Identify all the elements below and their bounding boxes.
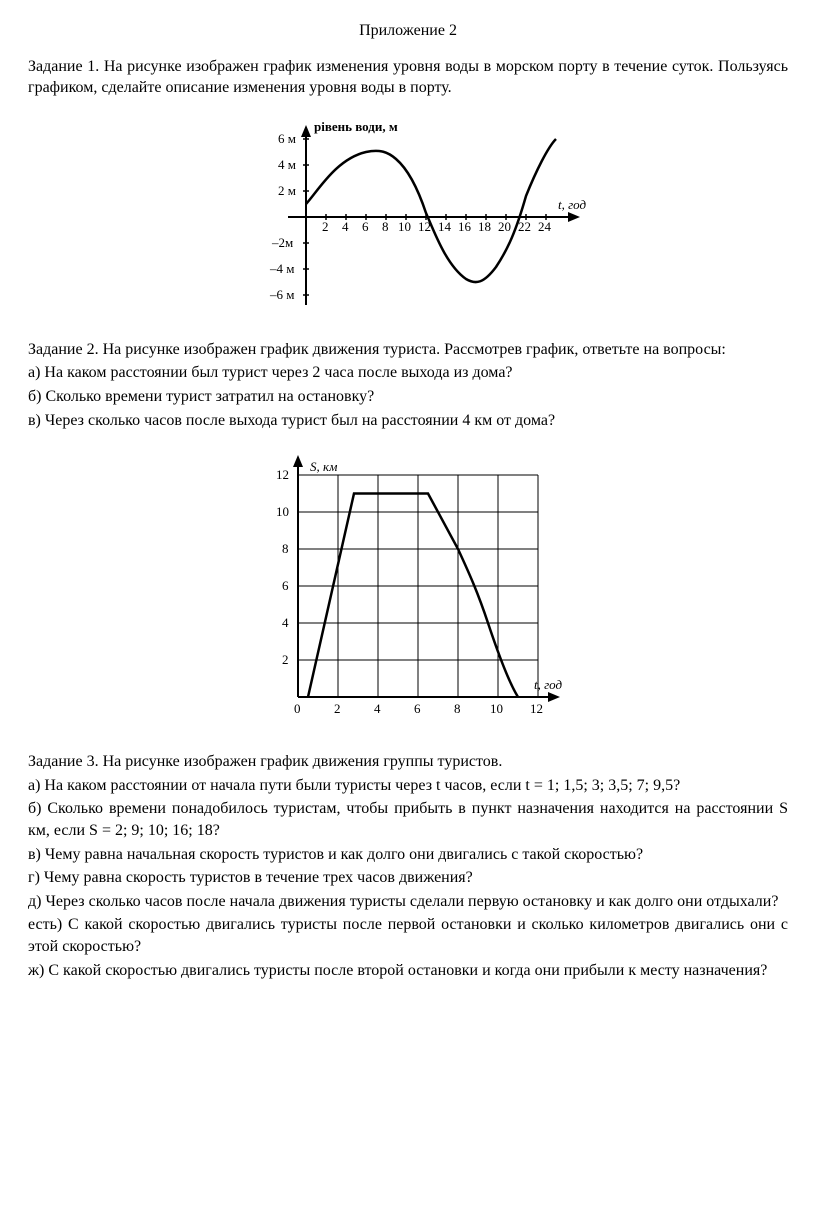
chart1: 2 4 6 8 10 12 14 16 18 20 22 24 2 м 4 м … xyxy=(228,117,588,317)
svg-text:24: 24 xyxy=(538,219,552,234)
chart2-container: 0 2 4 6 8 10 12 2 4 6 8 10 12 S, км t, г… xyxy=(28,449,788,729)
svg-text:10: 10 xyxy=(490,701,503,716)
task2-v: в) Через сколько часов после выхода тури… xyxy=(28,410,788,432)
svg-text:6 м: 6 м xyxy=(278,131,296,146)
task1-text: Задание 1. На рисунке изображен график и… xyxy=(28,56,788,99)
task2-intro: Задание 2. На рисунке изображен график д… xyxy=(28,339,788,361)
svg-text:0: 0 xyxy=(294,701,301,716)
svg-text:8: 8 xyxy=(454,701,461,716)
svg-text:2 м: 2 м xyxy=(278,183,296,198)
chart2-xlabel: t, год xyxy=(534,677,563,692)
svg-text:–2м: –2м xyxy=(271,235,293,250)
task3-v: в) Чему равна начальная скорость туристо… xyxy=(28,844,788,866)
task2-a: а) На каком расстоянии был турист через … xyxy=(28,362,788,384)
svg-text:4 м: 4 м xyxy=(278,157,296,172)
chart1-curve xyxy=(306,139,556,282)
page-title: Приложение 2 xyxy=(28,20,788,42)
svg-text:18: 18 xyxy=(478,219,491,234)
chart2-ylabel: S, км xyxy=(310,459,337,474)
svg-text:8: 8 xyxy=(282,541,289,556)
svg-text:16: 16 xyxy=(458,219,472,234)
svg-text:2: 2 xyxy=(334,701,341,716)
svg-text:8: 8 xyxy=(382,219,389,234)
svg-text:10: 10 xyxy=(276,504,289,519)
chart2-yticks: 2 4 6 8 10 12 xyxy=(276,467,289,667)
task3-e: есть) С какой скоростью двигались турист… xyxy=(28,914,788,957)
task3-d: д) Через сколько часов после начала движ… xyxy=(28,891,788,913)
task3-a: а) На каком расстоянии от начала пути бы… xyxy=(28,775,788,797)
chart2: 0 2 4 6 8 10 12 2 4 6 8 10 12 S, км t, г… xyxy=(238,449,578,729)
task3-g: г) Чему равна скорость туристов в течени… xyxy=(28,867,788,889)
svg-text:6: 6 xyxy=(282,578,289,593)
svg-text:6: 6 xyxy=(362,219,369,234)
chart1-container: 2 4 6 8 10 12 14 16 18 20 22 24 2 м 4 м … xyxy=(28,117,788,317)
svg-text:12: 12 xyxy=(530,701,543,716)
task3-intro: Задание 3. На рисунке изображен график д… xyxy=(28,751,788,773)
chart1-xlabel: t, год xyxy=(558,197,587,212)
svg-text:–6 м: –6 м xyxy=(269,287,294,302)
svg-text:14: 14 xyxy=(438,219,452,234)
task3-b: б) Сколько времени понадобилось туристам… xyxy=(28,798,788,841)
svg-text:2: 2 xyxy=(282,652,289,667)
svg-text:4: 4 xyxy=(342,219,349,234)
svg-text:4: 4 xyxy=(282,615,289,630)
task3-zh: ж) С какой скоростью двигались туристы п… xyxy=(28,960,788,982)
svg-text:6: 6 xyxy=(414,701,421,716)
svg-text:2: 2 xyxy=(322,219,329,234)
chart2-xticks: 0 2 4 6 8 10 12 xyxy=(294,701,543,716)
chart2-curve xyxy=(308,494,518,698)
svg-text:–4 м: –4 м xyxy=(269,261,294,276)
task2-b: б) Сколько времени турист затратил на ос… xyxy=(28,386,788,408)
svg-text:10: 10 xyxy=(398,219,411,234)
chart1-ylabel: рівень води, м xyxy=(314,119,398,134)
svg-text:22: 22 xyxy=(518,219,531,234)
svg-text:12: 12 xyxy=(276,467,289,482)
svg-text:20: 20 xyxy=(498,219,511,234)
svg-text:4: 4 xyxy=(374,701,381,716)
